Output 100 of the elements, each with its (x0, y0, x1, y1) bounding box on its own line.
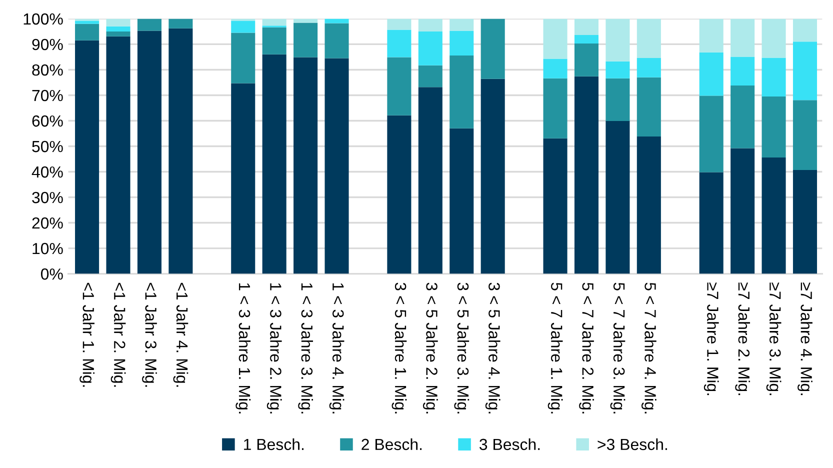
bar (762, 157, 786, 274)
bar (543, 58, 568, 78)
bar (792, 100, 818, 170)
x-tick-label: ≥7 Jahre 3. Mig. (766, 282, 782, 396)
bar (168, 18, 193, 28)
bar (387, 30, 412, 58)
x-tick-label: <1 Jahr 1. Mig. (80, 282, 94, 387)
bar (168, 28, 193, 274)
x-tick-label: 1 < 3 Jahre 4. Mig. (329, 283, 344, 414)
bar (792, 18, 818, 42)
x-tick-label: 3 < 5 Jahre 1. Mig. (392, 282, 407, 414)
bar (75, 20, 100, 24)
y-tick-label: 50% (32, 140, 63, 152)
bar (324, 23, 349, 58)
bar (387, 57, 412, 116)
bar (294, 22, 318, 58)
x-tick-label: 1 < 3 Jahre 1. Mig. (236, 283, 251, 414)
bar (699, 18, 724, 52)
y-tick-label: 10% (32, 242, 63, 254)
bar (262, 18, 286, 26)
bar (262, 27, 286, 54)
bar (699, 96, 724, 172)
y-tick-label: 30% (32, 192, 63, 204)
x-tick-label: ≥7 Jahre 1. Mig. (704, 282, 719, 396)
bar (231, 32, 256, 84)
bar (262, 54, 286, 274)
bar (543, 18, 568, 59)
bar (418, 65, 442, 88)
bar (574, 18, 599, 36)
legend-label: 3 Besch. (480, 438, 540, 450)
bar (480, 18, 505, 79)
bar (106, 18, 130, 26)
y-tick-label: 70% (32, 90, 63, 102)
x-tick-label: <1 Jahr 3. Mig. (142, 282, 157, 387)
bar (324, 18, 349, 24)
bar (387, 18, 412, 30)
bar (636, 18, 661, 58)
bar (606, 78, 630, 121)
bar (699, 52, 724, 96)
x-tick-label: <1 Jahr 4. Mig. (173, 282, 188, 387)
bar (792, 170, 818, 274)
bar (730, 86, 755, 148)
x-tick-label: 3 < 5 Jahre 4. Mig. (485, 282, 500, 414)
bar (636, 136, 661, 274)
bar (480, 78, 505, 274)
bar (231, 20, 256, 33)
y-tick-label: 100% (24, 13, 63, 25)
x-tick-label: 5 < 7 Jahre 2. Mig. (579, 282, 594, 414)
bar (574, 43, 599, 76)
bar (387, 115, 412, 274)
bar (450, 30, 474, 56)
x-tick-label: <1 Jahr 2. Mig. (110, 282, 126, 387)
bar (636, 77, 661, 137)
bar (792, 42, 818, 100)
bar (324, 58, 349, 274)
bar (762, 18, 786, 58)
bar (418, 18, 442, 32)
bar (730, 56, 755, 86)
bar (730, 18, 755, 57)
legend-label: 1 Besch. (244, 438, 304, 450)
bar (574, 35, 599, 44)
bar (137, 18, 162, 31)
bar (699, 172, 724, 274)
x-tick-label: 3 < 5 Jahre 3. Mig. (454, 282, 470, 414)
y-tick-label: 20% (32, 217, 63, 229)
x-tick-label: 5 < 7 Jahre 4. Mig. (641, 282, 656, 414)
bar (450, 128, 474, 274)
bar (75, 24, 100, 40)
y-tick-label: 0% (40, 268, 63, 280)
bar (730, 148, 755, 274)
bar (106, 26, 130, 32)
bar (450, 55, 474, 128)
bar (762, 58, 786, 97)
bar (106, 36, 130, 274)
x-tick-label: 5 < 7 Jahre 3. Mig. (610, 282, 626, 414)
bar (543, 78, 568, 138)
bar (75, 40, 100, 274)
legend-label: 2 Besch. (362, 438, 422, 450)
bar (137, 30, 162, 274)
legend-label: >3 Besch. (598, 438, 667, 450)
x-tick-label: 3 < 5 Jahre 2. Mig. (422, 282, 438, 414)
bar (543, 138, 568, 274)
bar (636, 58, 661, 78)
bar (294, 57, 318, 274)
bar (606, 18, 630, 62)
y-tick-label: 60% (32, 115, 63, 127)
bar (606, 61, 630, 78)
x-tick-label: ≥7 Jahre 4. Mig. (798, 282, 812, 396)
bar (450, 18, 474, 31)
bar (606, 121, 630, 274)
x-tick-label: 5 < 7 Jahre 1. Mig. (548, 282, 563, 414)
y-tick-label: 40% (32, 166, 63, 178)
bar (574, 76, 599, 274)
y-tick-label: 90% (32, 38, 63, 50)
y-tick-label: 80% (32, 64, 63, 76)
bar (418, 31, 442, 66)
bar (231, 83, 256, 274)
x-tick-label: 1 < 3 Jahre 3. Mig. (298, 283, 313, 414)
x-tick-label: 1 < 3 Jahre 2. Mig. (266, 283, 282, 414)
bar (294, 18, 318, 23)
